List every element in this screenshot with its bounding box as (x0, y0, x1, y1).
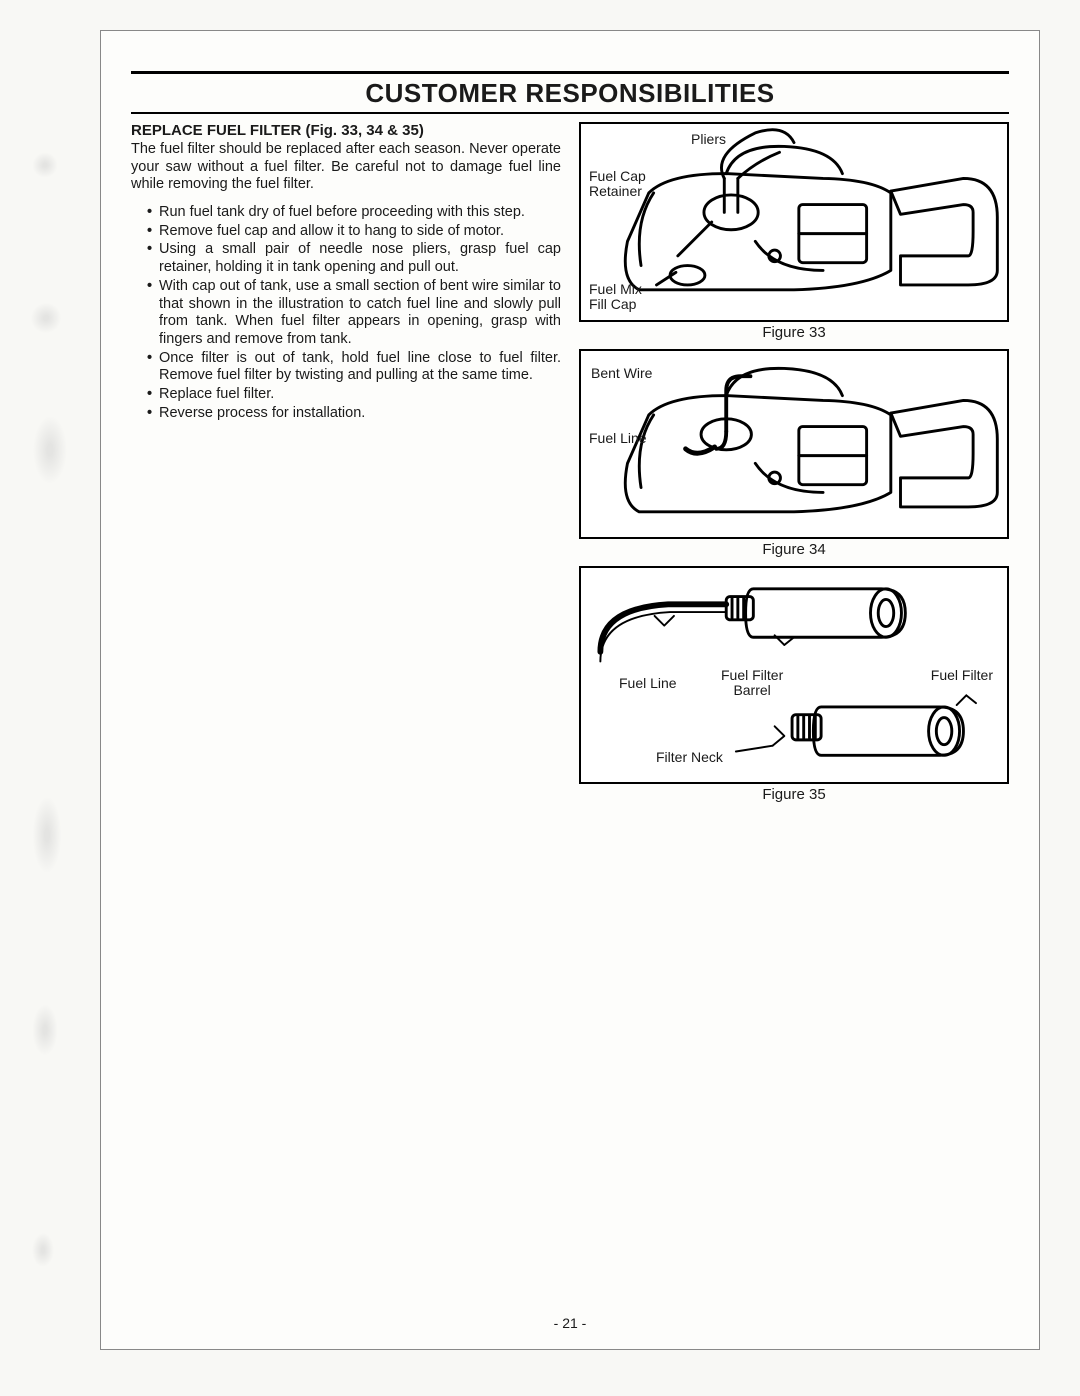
section-intro: The fuel filter should be replaced after… (131, 141, 561, 194)
label-fuel-mix-fill-cap: Fuel Mix Fill Cap (589, 282, 642, 311)
scan-artifact (28, 300, 64, 336)
figure-34: Bent Wire Fuel Line (579, 349, 1009, 539)
figure-33: Pliers Fuel Cap Retainer Fuel Mix Fill C… (579, 122, 1009, 322)
label-fuel-line: Fuel Line (589, 431, 647, 446)
list-item: Once filter is out of tank, hold fuel li… (147, 350, 561, 385)
page-number: - 21 - (101, 1315, 1039, 1331)
label-bent-wire: Bent Wire (591, 366, 652, 381)
label-fuel-filter: Fuel Filter (931, 668, 993, 683)
scan-artifact (30, 410, 70, 490)
list-item: Remove fuel cap and allow it to hang to … (147, 223, 561, 241)
chainsaw-pliers-diagram-icon (581, 124, 1007, 320)
figure-35: Fuel Line Fuel Filter Barrel Fuel Filter… (579, 566, 1009, 784)
list-item: Using a small pair of needle nose pliers… (147, 241, 561, 276)
list-item: Replace fuel filter. (147, 386, 561, 404)
figure-34-caption: Figure 34 (579, 541, 1009, 558)
scan-artifact (30, 1000, 60, 1060)
left-column: REPLACE FUEL FILTER (Fig. 33, 34 & 35) T… (131, 122, 561, 811)
figure-35-caption: Figure 35 (579, 786, 1009, 803)
rule-bottom (131, 112, 1009, 114)
figure-33-caption: Figure 33 (579, 324, 1009, 341)
two-column-layout: REPLACE FUEL FILTER (Fig. 33, 34 & 35) T… (131, 122, 1009, 811)
right-column: Pliers Fuel Cap Retainer Fuel Mix Fill C… (579, 122, 1009, 811)
list-item: With cap out of tank, use a small sectio… (147, 278, 561, 349)
label-fuel-filter-barrel: Fuel Filter Barrel (721, 668, 783, 697)
list-item: Reverse process for installation. (147, 405, 561, 423)
label-fuel-cap-retainer: Fuel Cap Retainer (589, 169, 646, 198)
label-fuel-line: Fuel Line (619, 676, 677, 691)
scan-artifact (30, 150, 60, 180)
section-heading: REPLACE FUEL FILTER (Fig. 33, 34 & 35) (131, 122, 561, 139)
label-filter-neck: Filter Neck (656, 750, 723, 765)
page-title: CUSTOMER RESPONSIBILITIES (131, 76, 1009, 111)
label-pliers: Pliers (691, 132, 726, 147)
list-item: Run fuel tank dry of fuel before proceed… (147, 204, 561, 222)
rule-top (131, 71, 1009, 74)
instruction-list: Run fuel tank dry of fuel before proceed… (131, 204, 561, 422)
scan-artifact (30, 1230, 56, 1270)
scan-artifact (30, 790, 64, 880)
manual-page: CUSTOMER RESPONSIBILITIES REPLACE FUEL F… (100, 30, 1040, 1350)
